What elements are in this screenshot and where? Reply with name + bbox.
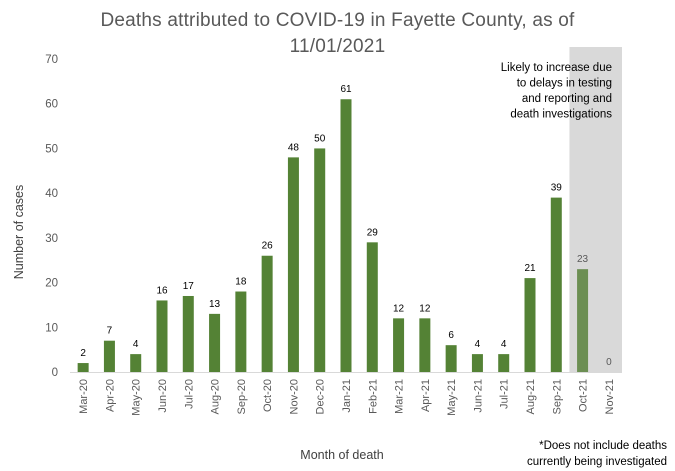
bar-value-label: 12 <box>393 303 405 314</box>
bar <box>314 148 326 372</box>
x-tick-label: Oct-21 <box>578 379 590 412</box>
bar-value-label: 2 <box>80 348 86 359</box>
bar-value-label: 7 <box>107 326 113 337</box>
y-tick-label: 60 <box>45 99 58 111</box>
bar-value-label: 50 <box>314 133 326 144</box>
chart-title-line-2: 11/01/2021 <box>289 36 386 57</box>
bar <box>366 242 378 372</box>
x-tick-label: Feb-21 <box>367 379 379 414</box>
x-tick-label: Nov-21 <box>604 379 616 414</box>
bar <box>103 340 115 372</box>
shaded-region-note-line: Likely to increase due <box>501 62 612 74</box>
x-tick-label: May-20 <box>131 379 143 416</box>
y-tick-label: 30 <box>45 233 58 245</box>
y-tick-label: 20 <box>45 278 58 290</box>
y-tick-label: 70 <box>45 54 58 66</box>
bar-value-label: 21 <box>524 263 536 274</box>
x-axis-label: Month of death <box>300 448 384 462</box>
bar-value-label: 12 <box>419 303 431 314</box>
footnote-line-1: *Does not include deaths <box>539 440 667 452</box>
bar-value-label: 39 <box>551 183 563 194</box>
y-tick-label: 50 <box>45 143 58 155</box>
bar <box>577 269 589 372</box>
x-tick-label: Apr-20 <box>104 379 116 412</box>
bar-value-label: 13 <box>209 299 221 310</box>
shaded-region-note-line: death investigations <box>510 109 612 121</box>
bar-value-label: 4 <box>133 339 139 350</box>
bar-value-label: 29 <box>367 227 379 238</box>
bar <box>235 291 247 372</box>
bar <box>182 295 194 372</box>
x-tick-label: Aug-21 <box>525 379 537 414</box>
x-tick-label: Sep-20 <box>236 379 248 414</box>
bar-value-label: 16 <box>156 285 168 296</box>
x-tick-label: Jun-20 <box>157 379 169 413</box>
bar <box>419 318 431 372</box>
x-tick-label: Oct-20 <box>262 379 274 412</box>
x-tick-label: Jul-21 <box>499 379 511 409</box>
x-tick-label: Mar-20 <box>78 379 90 414</box>
y-tick-label: 40 <box>45 188 58 200</box>
x-tick-label: Aug-20 <box>210 379 222 414</box>
shaded-region-note-line: and reporting and <box>522 93 612 105</box>
bar-value-label: 48 <box>288 142 300 153</box>
bar <box>524 278 536 372</box>
bar <box>498 354 510 372</box>
bar-value-label: 26 <box>262 241 274 252</box>
bar <box>287 157 299 372</box>
bar <box>209 313 221 372</box>
x-tick-label: Sep-21 <box>551 379 563 414</box>
bar-value-label: 4 <box>475 339 481 350</box>
x-tick-label: Nov-20 <box>288 379 300 414</box>
bar-value-label: 6 <box>448 330 454 341</box>
bar-value-label: 18 <box>235 277 247 288</box>
x-tick-label: Mar-21 <box>394 379 406 414</box>
bar <box>340 99 352 372</box>
bar <box>393 318 405 372</box>
chart-title-line-1: Deaths attributed to COVID-19 in Fayette… <box>100 10 575 31</box>
footnote-line-2: currently being investigated <box>527 456 667 468</box>
x-tick-label: May-21 <box>446 379 458 416</box>
bar <box>130 354 142 372</box>
y-tick-label: 10 <box>45 322 58 334</box>
x-tick-label: Jul-20 <box>183 379 195 409</box>
bar-value-label: 23 <box>577 254 589 265</box>
bar <box>550 197 562 372</box>
x-tick-label: Jun-21 <box>472 379 484 413</box>
bar <box>156 300 168 372</box>
x-tick-label: Dec-20 <box>315 379 327 414</box>
bar-value-label: 4 <box>501 339 507 350</box>
bar <box>445 345 457 372</box>
bar-value-label: 0 <box>606 357 612 368</box>
bar <box>261 255 273 372</box>
bar <box>77 363 89 372</box>
shaded-region-note-line: to delays in testing <box>517 78 612 90</box>
y-axis-label: Number of cases <box>12 184 26 280</box>
bar-value-label: 61 <box>340 84 352 95</box>
x-tick-label: Apr-21 <box>420 379 432 412</box>
y-tick-label: 0 <box>52 367 58 379</box>
x-tick-label: Jan-21 <box>341 379 353 413</box>
bar-value-label: 17 <box>183 281 195 292</box>
bar <box>471 354 483 372</box>
